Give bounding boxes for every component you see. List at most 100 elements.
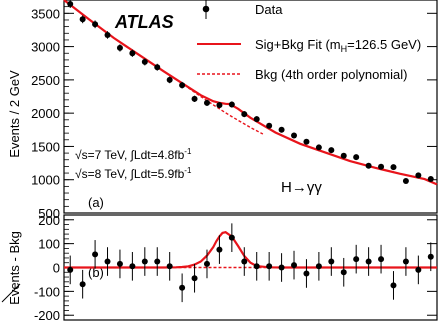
residual-y-axis-title: Events - Bkg (7, 231, 22, 305)
legend-data-marker (202, 5, 210, 13)
legend: Data Sig+Bkg Fit (mH=126.5 GeV) Bkg (4th… (197, 0, 421, 82)
legend-bkg-label: Bkg (4th order polynomial) (255, 67, 407, 82)
main-data-point (191, 95, 198, 102)
residual-data-point (328, 258, 335, 265)
residual-y-tick-label: 200 (38, 213, 60, 228)
main-data-point (402, 178, 409, 185)
residual-data-point (402, 258, 409, 265)
residual-data-point (104, 258, 111, 265)
legend-fit-label-rest: =126.5 GeV) (347, 37, 421, 52)
main-data-point (166, 76, 173, 83)
residual-y-axis-ticks: -200 -100 0 100 200 (34, 213, 437, 322)
main-data-point (203, 99, 210, 106)
main-data-point (340, 152, 347, 159)
residual-y-tick-label: -200 (34, 308, 60, 322)
residual-y-tick-label: 0 (53, 261, 60, 276)
main-y-tick-label: 2500 (31, 73, 60, 88)
main-data-point (116, 44, 123, 51)
residual-data-point (303, 270, 310, 277)
main-data-points (67, 0, 434, 185)
residual-y-tick-label: -100 (34, 284, 60, 299)
residual-data-point (278, 264, 285, 271)
residual-data-point (191, 275, 198, 282)
residual-data-point (129, 263, 136, 270)
residual-data-point (315, 263, 322, 270)
main-data-point (315, 144, 322, 151)
residual-data-point (179, 284, 186, 291)
residual-data-point (241, 258, 248, 265)
main-data-point (92, 21, 99, 28)
residual-data-point (390, 282, 397, 289)
main-data-point (390, 164, 397, 171)
residual-data-point (253, 263, 260, 270)
main-y-tick-label: 500 (38, 206, 60, 221)
residual-data-point (166, 263, 173, 270)
legend-bkg-entry: Bkg (4th order polynomial) (197, 67, 407, 82)
residual-data-point (415, 266, 422, 273)
lumi-7tev-text: √s=7 TeV, ∫Ldt=4.8fb (75, 148, 185, 162)
main-data-point (141, 58, 148, 65)
main-y-tick-label: 3500 (31, 6, 60, 21)
residual-data-point (79, 281, 86, 288)
main-data-point (427, 176, 434, 183)
residual-data-point (228, 234, 235, 241)
main-data-point (154, 64, 161, 71)
residual-data-point (216, 246, 223, 253)
residual-data-point (116, 260, 123, 267)
main-y-axis-ticks: 500 1000 1500 2000 2500 3000 3500 (31, 0, 437, 221)
main-data-point (266, 122, 273, 129)
legend-fit-label: Sig+Bkg Fit (mH=126.5 GeV) (255, 37, 421, 54)
axis-break-mark (1, 283, 21, 303)
residual-data-point (378, 256, 385, 263)
main-data-point (79, 16, 86, 23)
main-y-tick-label: 1000 (31, 173, 60, 188)
main-data-point (328, 147, 335, 154)
main-bkg-curve (187, 87, 264, 135)
residual-data-point (353, 256, 360, 263)
legend-data-label: Data (255, 2, 283, 17)
main-data-point (378, 163, 385, 170)
lumi-7tev-label: √s=7 TeV, ∫Ldt=4.8fb-1 (75, 147, 192, 162)
main-data-point (353, 154, 360, 161)
residual-y-tick-label: 100 (38, 237, 60, 252)
main-data-point (216, 102, 223, 109)
residual-data-point (365, 258, 372, 265)
main-data-point (278, 126, 285, 133)
residual-data-point (92, 251, 99, 258)
main-data-point (415, 172, 422, 179)
main-data-point (67, 0, 74, 7)
main-y-tick-label: 1500 (31, 139, 60, 154)
legend-fit-entry: Sig+Bkg Fit (mH=126.5 GeV) (197, 37, 421, 54)
residual-data-point (67, 266, 74, 273)
residual-data-point (340, 269, 347, 276)
main-data-point (179, 82, 186, 89)
lumi-8tev-label: √s=8 TeV, ∫Ldt=5.9fb-1 (75, 166, 192, 181)
residual-data-points (67, 223, 434, 303)
legend-data-entry: Data (202, 0, 283, 19)
residual-data-point (266, 263, 273, 270)
main-data-point (291, 132, 298, 139)
main-data-point (228, 101, 235, 108)
main-data-point (104, 31, 111, 38)
main-y-tick-label: 3000 (31, 40, 60, 55)
main-data-point (303, 138, 310, 145)
process-label: H→γγ (281, 179, 322, 196)
legend-fit-label-main: Sig+Bkg Fit (m (255, 37, 341, 52)
residual-data-point (203, 260, 210, 267)
legend-fit-label-sub: H (341, 44, 348, 54)
main-data-point (365, 162, 372, 169)
panel-b-label: (b) (88, 265, 104, 280)
main-data-point (241, 111, 248, 118)
main-y-axis-title: Events / 2 GeV (7, 70, 22, 158)
atlas-label: ATLAS (114, 12, 174, 32)
main-data-point (129, 50, 136, 57)
main-y-tick-label: 2000 (31, 106, 60, 121)
lumi-7tev-exponent: -1 (184, 147, 192, 156)
lumi-8tev-text: √s=8 TeV, ∫Ldt=5.9fb (75, 167, 185, 181)
residual-data-point (154, 258, 161, 265)
panel-a-label: (a) (88, 195, 104, 210)
residual-data-point (141, 258, 148, 265)
residual-data-point (427, 253, 434, 260)
lumi-8tev-exponent: -1 (184, 166, 192, 175)
